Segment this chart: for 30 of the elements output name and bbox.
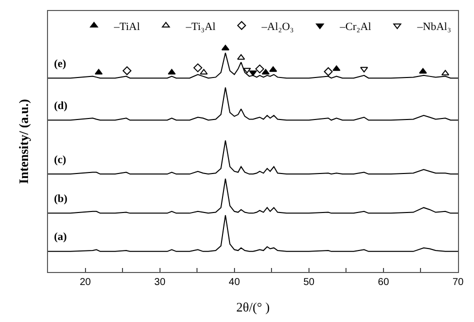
point (419, 68, 427, 74)
x-tick-label: 30 (154, 277, 166, 288)
x-tick-label: 60 (378, 277, 390, 288)
series-label: (a) (54, 231, 68, 243)
legend-label: –NbAl₃ (416, 20, 452, 33)
y-axis-title: Intensity/ (a.u.) (16, 99, 31, 184)
point (255, 64, 264, 74)
point (441, 70, 450, 76)
point (237, 54, 246, 60)
point (360, 66, 368, 72)
legend-label: –Cr₂Al (338, 20, 372, 33)
point (269, 66, 278, 72)
series-label: (d) (54, 100, 68, 112)
x-axis-title: 2θ/(° ) (236, 300, 270, 315)
point (221, 44, 230, 50)
point (122, 66, 132, 76)
x-tick-label: 20 (80, 277, 92, 288)
x-tick-label: 40 (228, 277, 240, 288)
point (243, 68, 251, 74)
series-label: (e) (54, 58, 67, 70)
point (324, 67, 333, 76)
point (193, 63, 202, 72)
x-tick-label: 50 (303, 277, 315, 288)
legend-label: –Ti₃Al (184, 20, 216, 33)
x-tick-label: 70 (452, 277, 464, 288)
legend-label: –TiAl (113, 20, 140, 33)
series-label: (c) (54, 154, 67, 166)
series-label: (b) (54, 193, 68, 205)
legend-label: –Al₂O₃ (260, 20, 294, 33)
point (332, 65, 340, 71)
